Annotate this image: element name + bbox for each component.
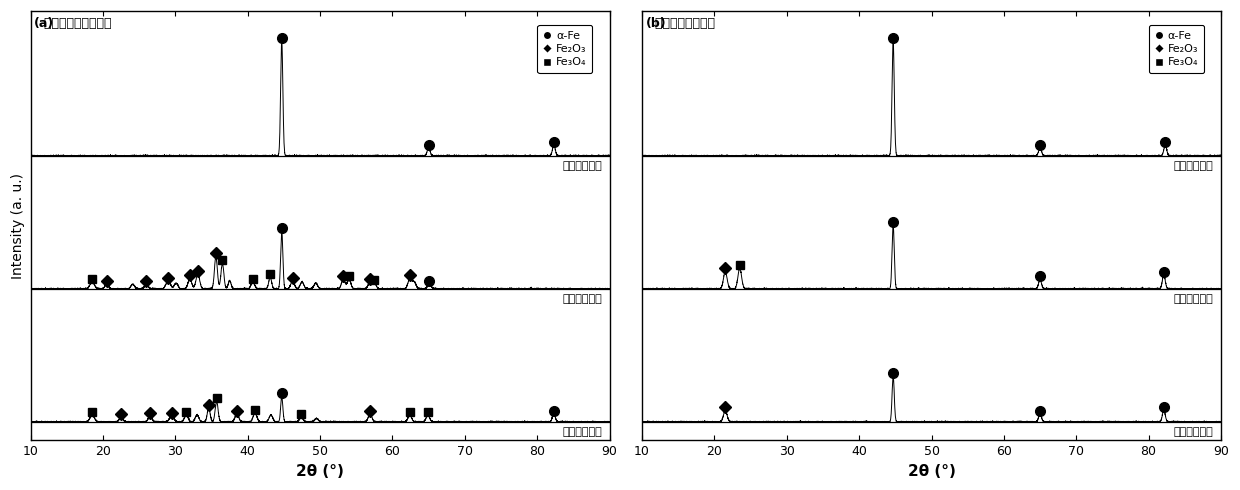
Text: (a): (a) (35, 17, 55, 30)
Text: 使用超分子缓蚀剂: 使用超分子缓蚀剂 (651, 17, 715, 30)
Text: 未使用超分子缓蚀剂: 未使用超分子缓蚀剂 (40, 17, 112, 30)
Text: (b): (b) (646, 17, 666, 30)
X-axis label: 2θ (°): 2θ (°) (908, 464, 956, 479)
Text: 液相碳钟表面: 液相碳钟表面 (1174, 427, 1214, 437)
Legend: α-Fe, Fe₂O₃, Fe₃O₄: α-Fe, Fe₂O₃, Fe₃O₄ (537, 25, 593, 73)
Y-axis label: Intensity (a. u.): Intensity (a. u.) (11, 173, 25, 279)
Text: 洁净碳钟表面: 洁净碳钟表面 (563, 161, 603, 171)
Legend: α-Fe, Fe₂O₃, Fe₃O₄: α-Fe, Fe₂O₃, Fe₃O₄ (1149, 25, 1204, 73)
Text: 气相碳钟表面: 气相碳钟表面 (563, 294, 603, 304)
Text: 气相碳钟表面: 气相碳钟表面 (1174, 294, 1214, 304)
Text: 洁净碳钟表面: 洁净碳钟表面 (1174, 161, 1214, 171)
X-axis label: 2θ (°): 2θ (°) (296, 464, 343, 479)
Text: 液相碳钟表面: 液相碳钟表面 (563, 427, 603, 437)
